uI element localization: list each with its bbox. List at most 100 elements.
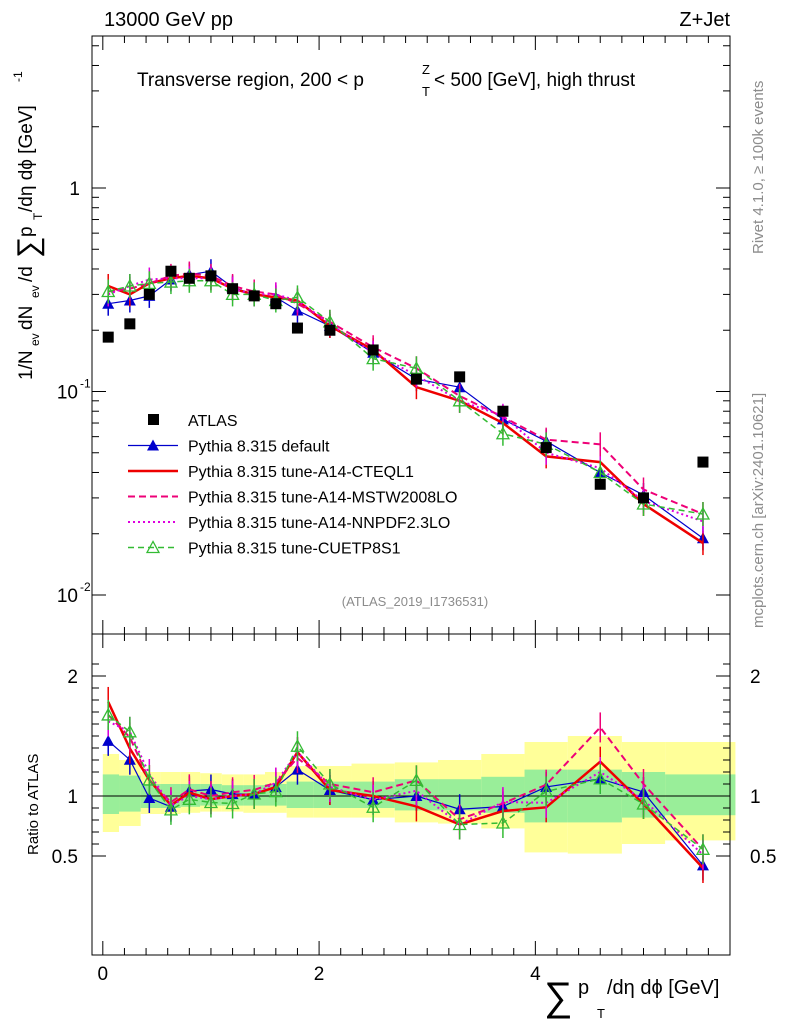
main-point-cuetp (452, 393, 467, 407)
ratio-point-cuetp (247, 786, 262, 800)
x-tick-label: 0 (98, 964, 109, 985)
ylabel-T: T (31, 212, 45, 220)
ylabel-part-3: /d (16, 266, 37, 282)
ylabel-exp: -1 (11, 71, 25, 82)
xlabel-end: /dη dϕ [GeV] (607, 977, 719, 999)
main-point-cuetp (142, 275, 157, 289)
ratio-point-cuetp (495, 815, 511, 829)
rivet-label: Rivet 4.1.0, ≥ 100k events (750, 81, 767, 254)
ratio-tick-label-right: 1 (750, 787, 761, 808)
atlas-point (248, 290, 260, 302)
ratio-point-cuetp (539, 784, 554, 798)
ratio-point-cuetp (322, 776, 337, 790)
ratio-point-default (143, 792, 156, 803)
xlabel-sum: ∑ (544, 975, 573, 1019)
ratio-point-cuetp (268, 784, 283, 798)
main-point-cuetp (495, 426, 511, 440)
band-inner-bin (102, 774, 120, 814)
ylabel-part-4: /dη dϕ [GeV] (16, 105, 37, 212)
band-inner-bin (119, 775, 141, 812)
ratio-tick-label-right: 2 (750, 667, 761, 688)
atlas-point (637, 492, 649, 504)
main-point-cuetp (593, 465, 608, 479)
region-title-sub: T (422, 84, 430, 99)
band-inner-bin (286, 781, 314, 808)
legend-label-atlas: ATLAS (188, 413, 238, 430)
legend-label-nnpdf: Pythia 8.315 tune-A14-NNPDF2.3LO (188, 515, 450, 532)
legend-label-default: Pythia 8.315 default (188, 439, 330, 456)
region-title-sup: Z (422, 62, 430, 77)
ratio-point-cuetp (122, 724, 137, 738)
ratio-point-cuetp (142, 772, 157, 786)
legend-marker-default (147, 439, 159, 451)
x-tick-label: 4 (530, 964, 541, 985)
ratio-point-cuetp (366, 799, 381, 813)
main-point-cuetp (290, 290, 305, 304)
analysis-id: (ATLAS_2019_I1736531) (342, 594, 488, 609)
ratio-frame (91, 633, 731, 956)
atlas-point (270, 298, 282, 310)
y-tick-label: 10 (57, 586, 78, 607)
ylabel-part-1: 1/N (16, 350, 37, 380)
atlas-point (540, 442, 552, 454)
atlas-point (205, 270, 217, 282)
region-title-post: < 500 [GeV], high thrust (434, 70, 636, 91)
atlas-point (697, 456, 709, 468)
x-tick-label: 2 (314, 964, 325, 985)
ratio-point-default (102, 734, 115, 746)
legend-swatch-atlas (148, 414, 159, 425)
atlas-point (227, 283, 239, 295)
ylabel-ev-1: ev (28, 333, 42, 346)
atlas-point (143, 288, 155, 300)
atlas-point (165, 265, 177, 277)
ratio-point-cuetp (225, 796, 240, 810)
legend-label-cuetp: Pythia 8.315 tune-CUETP8S1 (188, 541, 401, 558)
atlas-point (410, 373, 422, 385)
ratio-tick-label-left: 0.5 (52, 847, 78, 868)
legend-label-cteql1: Pythia 8.315 tune-A14-CTEQL1 (188, 464, 414, 481)
ylabel-sum: ∑ (12, 237, 45, 258)
axis-ticks: 110 -110 -22 21 10.5 0.50 2 4 (52, 36, 776, 985)
ylabel-pt: p (16, 226, 37, 237)
legend-marker-cuetp (145, 540, 161, 554)
y-tick-label: 1 (69, 179, 80, 200)
main-point-cuetp (636, 496, 651, 510)
header-left: 13000 GeV pp (104, 9, 233, 31)
legend: ATLAS Pythia 8.315 default Pythia 8.315 tu… (128, 413, 457, 558)
atlas-point (497, 405, 509, 417)
main-series (101, 259, 711, 556)
xlabel-p: p (578, 977, 589, 999)
atlas-point (183, 272, 195, 284)
ratio-tick-label-right: 0.5 (750, 847, 776, 868)
y-tick-label: 10 (57, 383, 78, 404)
atlas-point (454, 371, 466, 383)
main-line-nnpdf (107, 277, 704, 523)
ylabel-ev-2: ev (28, 285, 42, 298)
ratio-point-cuetp (182, 791, 197, 805)
region-title: Transverse region, 200 < p Z T < 500 [Ge… (137, 62, 636, 99)
ratio-ylabel: Ratio to ATLAS (25, 754, 42, 855)
ratio-point-cuetp (163, 802, 179, 816)
ratio-tick-label-left: 1 (67, 787, 78, 808)
ylabel-part-2: dN (16, 306, 37, 330)
atlas-point (324, 324, 336, 336)
ratio-series (101, 686, 711, 883)
ratio-point-cuetp (290, 738, 305, 752)
ratio-point-cuetp (636, 796, 651, 810)
header-right: Z+Jet (679, 9, 730, 31)
main-point-cuetp (122, 278, 137, 292)
atlas-point (102, 331, 114, 343)
atlas-point (124, 318, 136, 330)
xlabel-T: T (597, 1006, 605, 1021)
band-inner-bin (665, 774, 736, 816)
ratio-tick-label-left: 2 (67, 667, 78, 688)
ratio-point-cuetp (593, 771, 608, 785)
ratio-point-cuetp (452, 817, 467, 831)
legend-label-mstw: Pythia 8.315 tune-A14-MSTW2008LO (188, 490, 457, 507)
y-tick-exp: -2 (80, 580, 91, 594)
main-point-cuetp (101, 284, 116, 298)
atlas-point (291, 322, 303, 334)
main-ylabel: 1/N ev dN ev /d ∑ p T /dη dϕ [GeV] -1 (11, 71, 45, 380)
ratio-point-cuetp (409, 772, 424, 786)
